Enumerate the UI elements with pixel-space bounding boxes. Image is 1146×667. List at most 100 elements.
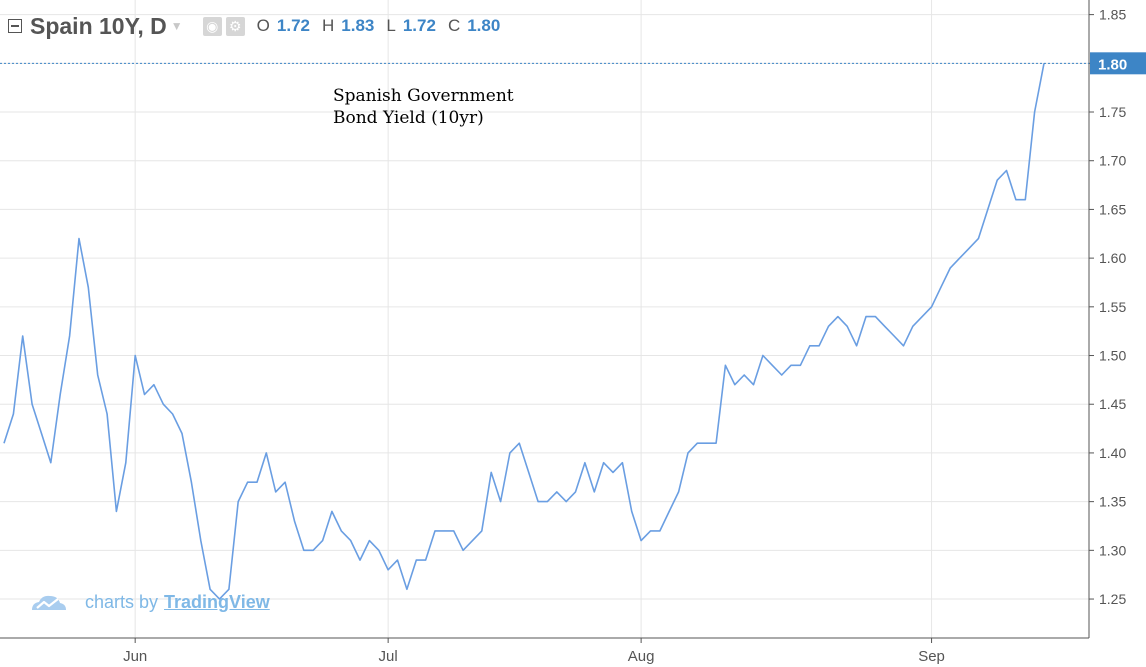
grid <box>0 0 1089 638</box>
data-point <box>153 384 155 386</box>
data-point <box>659 530 661 532</box>
data-point <box>359 559 361 561</box>
axes <box>0 0 1094 643</box>
annotation-suffix: (10yr) <box>431 108 484 128</box>
data-point <box>958 257 960 259</box>
y-tick-label: 1.85 <box>1099 7 1126 23</box>
data-point <box>884 325 886 327</box>
data-point <box>349 539 351 541</box>
collapse-icon[interactable] <box>8 19 22 33</box>
data-point <box>406 588 408 590</box>
data-point <box>321 539 323 541</box>
data-point <box>818 345 820 347</box>
data-point <box>237 500 239 502</box>
data-point <box>434 530 436 532</box>
ohlc-open-value: 1.72 <box>276 16 310 35</box>
data-point <box>171 413 173 415</box>
data-point <box>453 530 455 532</box>
data-point <box>115 510 117 512</box>
data-point <box>368 539 370 541</box>
watermark[interactable]: charts by TradingView <box>28 590 270 614</box>
data-point <box>125 461 127 463</box>
data-point <box>50 461 52 463</box>
data-point <box>59 393 61 395</box>
data-point <box>743 374 745 376</box>
data-point <box>687 452 689 454</box>
data-point <box>780 374 782 376</box>
y-tick-label: 1.55 <box>1099 299 1126 315</box>
data-point <box>424 559 426 561</box>
data-point <box>471 539 473 541</box>
ohlc-low-value: 1.72 <box>402 16 436 35</box>
data-point <box>87 286 89 288</box>
annotation-line-2: Bond Yield <box>333 108 426 128</box>
data-point <box>631 510 633 512</box>
gear-icon[interactable]: ⚙ <box>225 16 245 36</box>
data-point <box>893 335 895 337</box>
x-tick-label: Jun <box>123 648 147 665</box>
y-tick-label: 1.75 <box>1099 104 1126 120</box>
data-point <box>912 325 914 327</box>
watermark-brand-link[interactable]: TradingView <box>164 591 270 612</box>
data-point <box>874 315 876 317</box>
data-point <box>855 345 857 347</box>
data-point <box>949 267 951 269</box>
chart-annotation: Spanish Government Bond Yield (10yr) <box>333 85 514 129</box>
data-point <box>584 461 586 463</box>
data-point <box>706 442 708 444</box>
data-point <box>443 530 445 532</box>
x-tick-label: Sep <box>918 648 945 665</box>
data-point <box>612 471 614 473</box>
data-point <box>106 413 108 415</box>
data-point <box>134 354 136 356</box>
y-tick-label: 1.25 <box>1099 591 1126 607</box>
data-point <box>12 413 14 415</box>
data-point <box>809 345 811 347</box>
ohlc-close-value: 1.80 <box>467 16 501 35</box>
data-point <box>1033 111 1035 113</box>
series-layer <box>0 62 1089 600</box>
data-point <box>40 432 42 434</box>
data-point <box>968 247 970 249</box>
data-point <box>940 286 942 288</box>
tradingview-cloud-icon <box>32 595 66 610</box>
data-point <box>865 315 867 317</box>
data-point <box>256 481 258 483</box>
ohlc-close-label: C <box>447 16 461 35</box>
data-point <box>537 500 539 502</box>
x-tick-label: Aug <box>628 648 655 665</box>
ohlc-open-label: O <box>256 16 270 35</box>
caret-down-icon[interactable]: ▼ <box>170 19 183 33</box>
data-point <box>312 549 314 551</box>
ohlc-low-label: L <box>386 16 396 35</box>
data-point <box>752 384 754 386</box>
ohlc-high-value: 1.83 <box>341 16 375 35</box>
data-point <box>902 345 904 347</box>
data-point <box>790 364 792 366</box>
data-point <box>378 549 380 551</box>
watermark-text: charts by <box>85 591 159 612</box>
data-point <box>499 500 501 502</box>
eye-icon[interactable]: ◉ <box>202 16 222 36</box>
data-point <box>799 364 801 366</box>
data-point <box>640 539 642 541</box>
data-point <box>715 442 717 444</box>
data-point <box>527 471 529 473</box>
axis-labels: 1.25 1.30 1.35 1.40 1.45 1.50 1.55 1.60 1.65 1.70… <box>123 7 1146 665</box>
data-point <box>387 569 389 571</box>
series-line <box>3 63 1045 600</box>
y-tick-label: 1.50 <box>1099 348 1126 364</box>
data-point <box>987 208 989 210</box>
data-point <box>331 510 333 512</box>
symbol-title[interactable]: Spain 10Y, D <box>30 12 167 39</box>
data-point <box>1024 198 1026 200</box>
data-point <box>143 393 145 395</box>
y-tick-label: 1.45 <box>1099 396 1126 412</box>
data-point <box>977 237 979 239</box>
data-point <box>31 403 33 405</box>
data-point <box>190 481 192 483</box>
last-price-badge <box>1090 52 1146 75</box>
data-point <box>734 384 736 386</box>
data-point <box>996 179 998 181</box>
